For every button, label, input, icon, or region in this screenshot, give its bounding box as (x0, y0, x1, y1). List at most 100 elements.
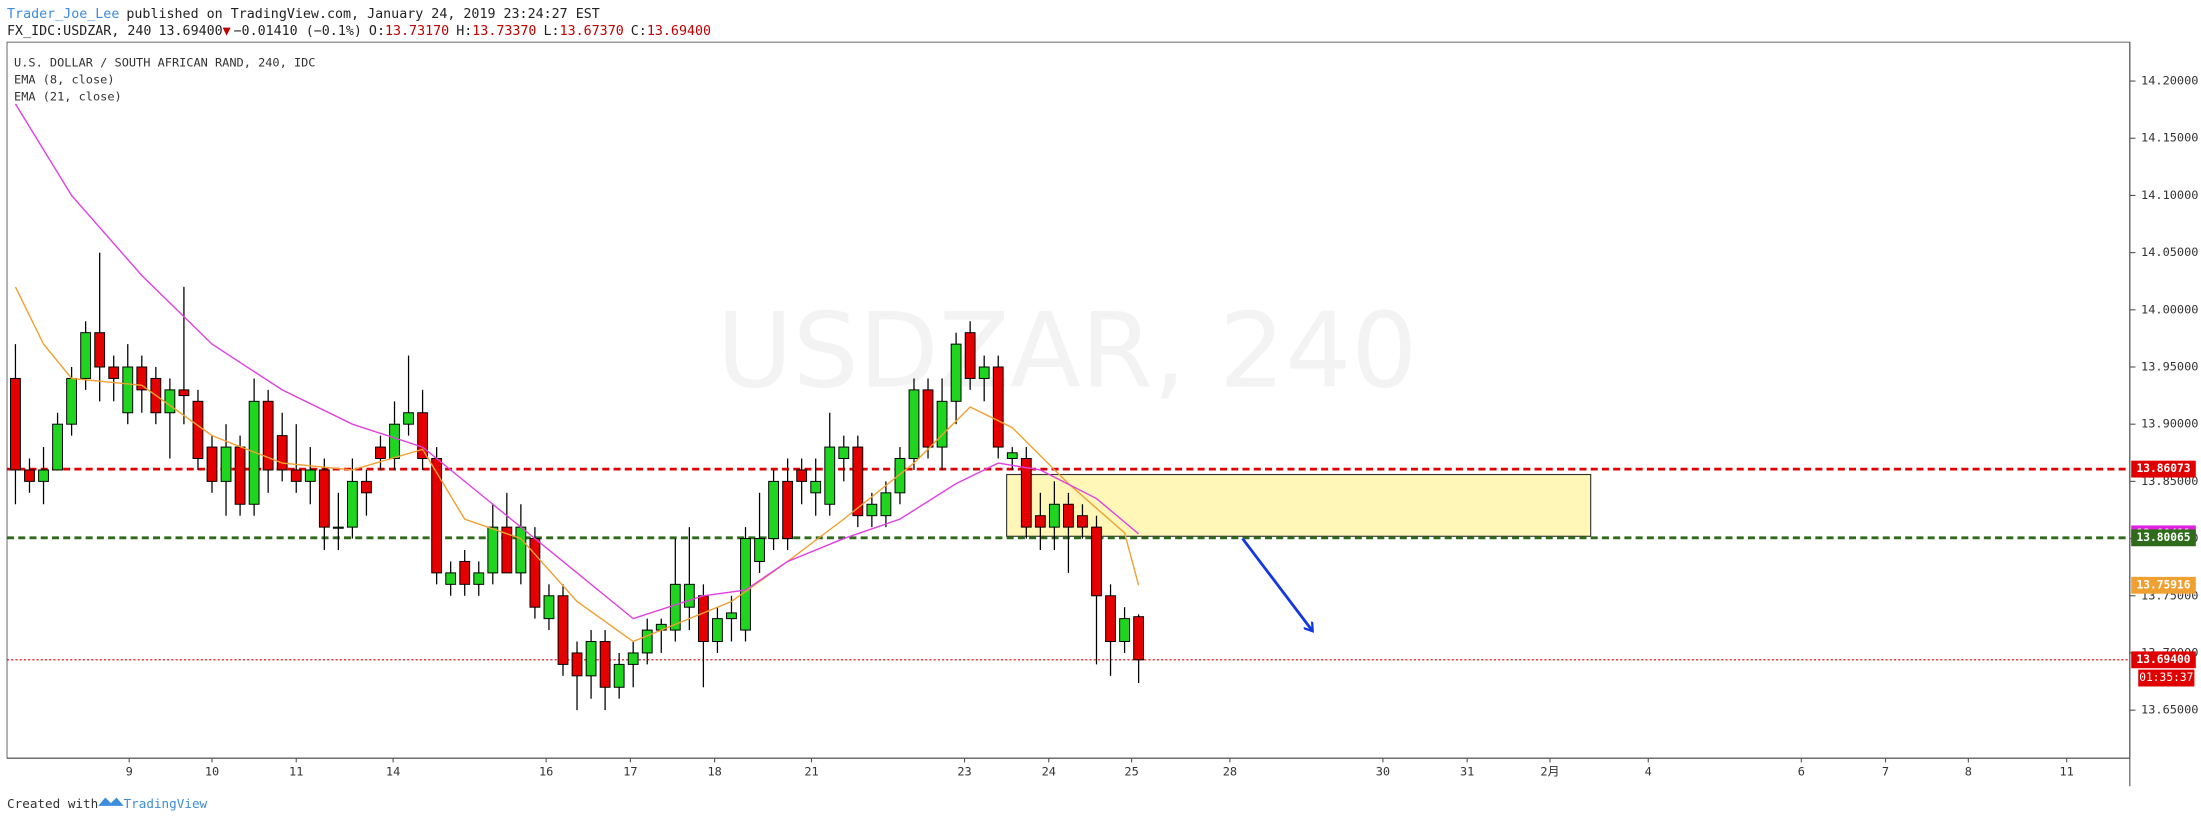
price-label: 13.75916 (2136, 578, 2190, 591)
candle-body (1048, 503, 1060, 528)
candle-body (641, 629, 653, 654)
candle-body (192, 400, 204, 459)
candle-body (136, 366, 148, 391)
y-tick-label: 13.90000 (2141, 417, 2198, 431)
x-tick-label: 11 (289, 765, 303, 779)
candle-body (796, 469, 808, 482)
brand-logo (98, 797, 124, 806)
candle-body (529, 538, 541, 608)
candle-body (445, 572, 457, 585)
ohlc-label: H: (456, 24, 472, 39)
candle-body (1077, 515, 1088, 528)
candle-body (964, 332, 976, 379)
ema-line (14, 103, 1140, 620)
candle-body (1133, 616, 1145, 661)
candle-body (346, 480, 358, 528)
chart-title: U.S. DOLLAR / SOUTH AFRICAN RAND, 240, I… (14, 56, 315, 70)
candle-body (361, 480, 372, 494)
candle-body (417, 412, 428, 459)
x-tick-label: 23 (957, 765, 971, 779)
candle-body (950, 343, 962, 402)
candle-body (318, 469, 330, 528)
candle-body (782, 480, 794, 540)
candle-body (94, 332, 106, 368)
x-tick-label: 24 (1042, 765, 1056, 779)
candle-body (697, 595, 709, 643)
candle-body (683, 583, 695, 608)
change: −0.01410 (−0.1%) (234, 24, 362, 39)
candle-body (515, 526, 527, 574)
candle-body (866, 503, 878, 517)
candle-body (276, 435, 288, 471)
ohlc-value: 13.73170 (385, 24, 449, 39)
candle-body (740, 538, 751, 631)
x-tick-label: 31 (1460, 765, 1474, 779)
footer-created: Created with (7, 796, 98, 811)
x-tick-label: 11 (2059, 765, 2073, 779)
candle-body (585, 641, 597, 677)
candle-body (473, 572, 485, 585)
ohlc-value: 13.67370 (560, 24, 624, 39)
candle-body (403, 412, 414, 425)
header-line: Trader_Joe_Lee published on TradingView.c… (7, 7, 600, 22)
candle-body (66, 377, 78, 425)
ohlc-label: O: (369, 24, 385, 39)
price-label-box (2131, 460, 2196, 478)
candle-body (487, 526, 499, 574)
price-label-box (2131, 529, 2196, 547)
arrow (1241, 537, 1313, 632)
x-tick-label: 10 (205, 765, 219, 779)
candle-body (1063, 503, 1074, 528)
candle-body (894, 458, 906, 494)
x-tick-label: 8 (1965, 765, 1972, 779)
candle-body (290, 469, 302, 482)
candle-body (880, 492, 892, 517)
x-tick-label: 28 (1223, 765, 1237, 779)
candle-body (206, 446, 218, 482)
author[interactable]: Trader_Joe_Lee (7, 7, 119, 22)
candle-body (24, 469, 35, 482)
ohlc-value: 13.73370 (472, 24, 536, 39)
symbol-line: FX_IDC:USDZAR, 240 13.69400▼ −0.01410 (−0.… (7, 24, 711, 39)
x-tick-label: 14 (386, 765, 400, 779)
published: published on TradingView.com, January 24… (126, 7, 599, 22)
candle-body (1091, 526, 1102, 597)
x-tick-label: 4 (1645, 765, 1652, 779)
candle-body (1119, 618, 1130, 643)
legend-entry: EMA (8, close) (14, 73, 115, 87)
price-label: 13.80065 (2136, 531, 2190, 544)
candle-body (501, 526, 513, 574)
candle-body (726, 612, 737, 620)
x-tick-label: 25 (1124, 765, 1138, 779)
candle-body (375, 446, 386, 459)
candle-body (122, 366, 134, 414)
x-tick-label: 9 (126, 765, 133, 779)
footer-brand[interactable]: TradingView (124, 796, 208, 811)
candle-body (10, 377, 21, 471)
candle-body (838, 446, 850, 459)
countdown-box (2138, 669, 2195, 687)
candle-body (543, 595, 555, 620)
price-label-box (2131, 576, 2196, 594)
candle-body (571, 652, 583, 677)
candle-body (936, 400, 948, 448)
price-label: 13.69400 (2136, 653, 2190, 666)
price-label-box (2131, 651, 2196, 669)
candle-body (978, 366, 990, 379)
plot-layer (7, 103, 2130, 711)
candle-body (80, 332, 92, 379)
candle-body (431, 458, 443, 574)
symbol: FX_IDC:USDZAR, 240 (7, 24, 151, 39)
candle-body (332, 526, 344, 529)
x-tick-label: 7 (1882, 765, 1889, 779)
candle-body (627, 652, 639, 665)
change-arrow: ▼ (223, 24, 231, 39)
candle-body (922, 389, 934, 448)
ohlc-label: L: (544, 24, 560, 39)
legend-entry: EMA (21, close) (14, 89, 122, 103)
candle-body (599, 641, 611, 688)
candle-body (1020, 458, 1032, 528)
candle-body (164, 389, 176, 414)
